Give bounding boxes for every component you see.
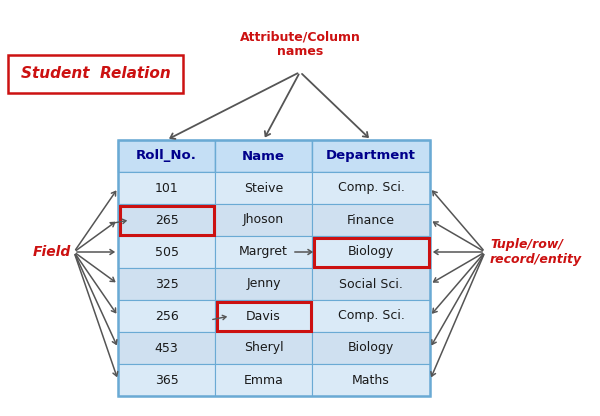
Text: Sheryl: Sheryl: [244, 342, 283, 354]
Bar: [118, 140, 430, 396]
Text: Field: Field: [33, 245, 71, 259]
Text: Margret: Margret: [239, 245, 288, 258]
Bar: [217, 302, 311, 330]
Text: Comp. Sci.: Comp. Sci.: [338, 181, 404, 195]
Text: 325: 325: [155, 277, 178, 290]
Bar: [118, 300, 215, 332]
Text: 265: 265: [155, 213, 178, 226]
Text: Student  Relation: Student Relation: [20, 67, 170, 82]
Text: 365: 365: [155, 374, 178, 386]
Text: Roll_No.: Roll_No.: [136, 149, 197, 163]
Bar: [215, 236, 312, 268]
Bar: [215, 300, 312, 332]
Text: Maths: Maths: [352, 374, 390, 386]
Bar: [215, 140, 312, 172]
Bar: [215, 268, 312, 300]
Text: Comp. Sci.: Comp. Sci.: [338, 310, 404, 322]
Text: Steive: Steive: [244, 181, 283, 195]
Text: Name: Name: [242, 149, 285, 163]
Bar: [118, 172, 215, 204]
Bar: [118, 236, 215, 268]
Bar: [118, 364, 215, 396]
Text: Tuple/row/
record/entity: Tuple/row/ record/entity: [490, 238, 582, 266]
Bar: [312, 172, 430, 204]
Bar: [312, 236, 430, 268]
Text: Department: Department: [326, 149, 416, 163]
Bar: [312, 300, 430, 332]
Text: 256: 256: [155, 310, 178, 322]
Text: Emma: Emma: [244, 374, 283, 386]
Text: 505: 505: [155, 245, 179, 258]
Text: 453: 453: [155, 342, 178, 354]
Bar: [312, 332, 430, 364]
Text: Biology: Biology: [348, 342, 394, 354]
Bar: [118, 332, 215, 364]
Bar: [312, 364, 430, 396]
Bar: [215, 204, 312, 236]
Text: Biology: Biology: [348, 245, 394, 258]
Bar: [215, 172, 312, 204]
Bar: [215, 364, 312, 396]
Text: 101: 101: [155, 181, 178, 195]
Bar: [312, 204, 430, 236]
Text: Attribute/Column
names: Attribute/Column names: [239, 30, 361, 58]
Text: Social Sci.: Social Sci.: [339, 277, 403, 290]
Bar: [119, 206, 214, 235]
Bar: [312, 268, 430, 300]
Text: Finance: Finance: [347, 213, 395, 226]
Bar: [312, 140, 430, 172]
Bar: [215, 332, 312, 364]
Text: Jenny: Jenny: [246, 277, 281, 290]
Bar: [118, 268, 215, 300]
Text: Jhoson: Jhoson: [243, 213, 284, 226]
Text: Davis: Davis: [246, 310, 281, 322]
Bar: [8, 55, 183, 93]
Bar: [118, 140, 215, 172]
Bar: [118, 204, 215, 236]
Bar: [314, 238, 428, 267]
